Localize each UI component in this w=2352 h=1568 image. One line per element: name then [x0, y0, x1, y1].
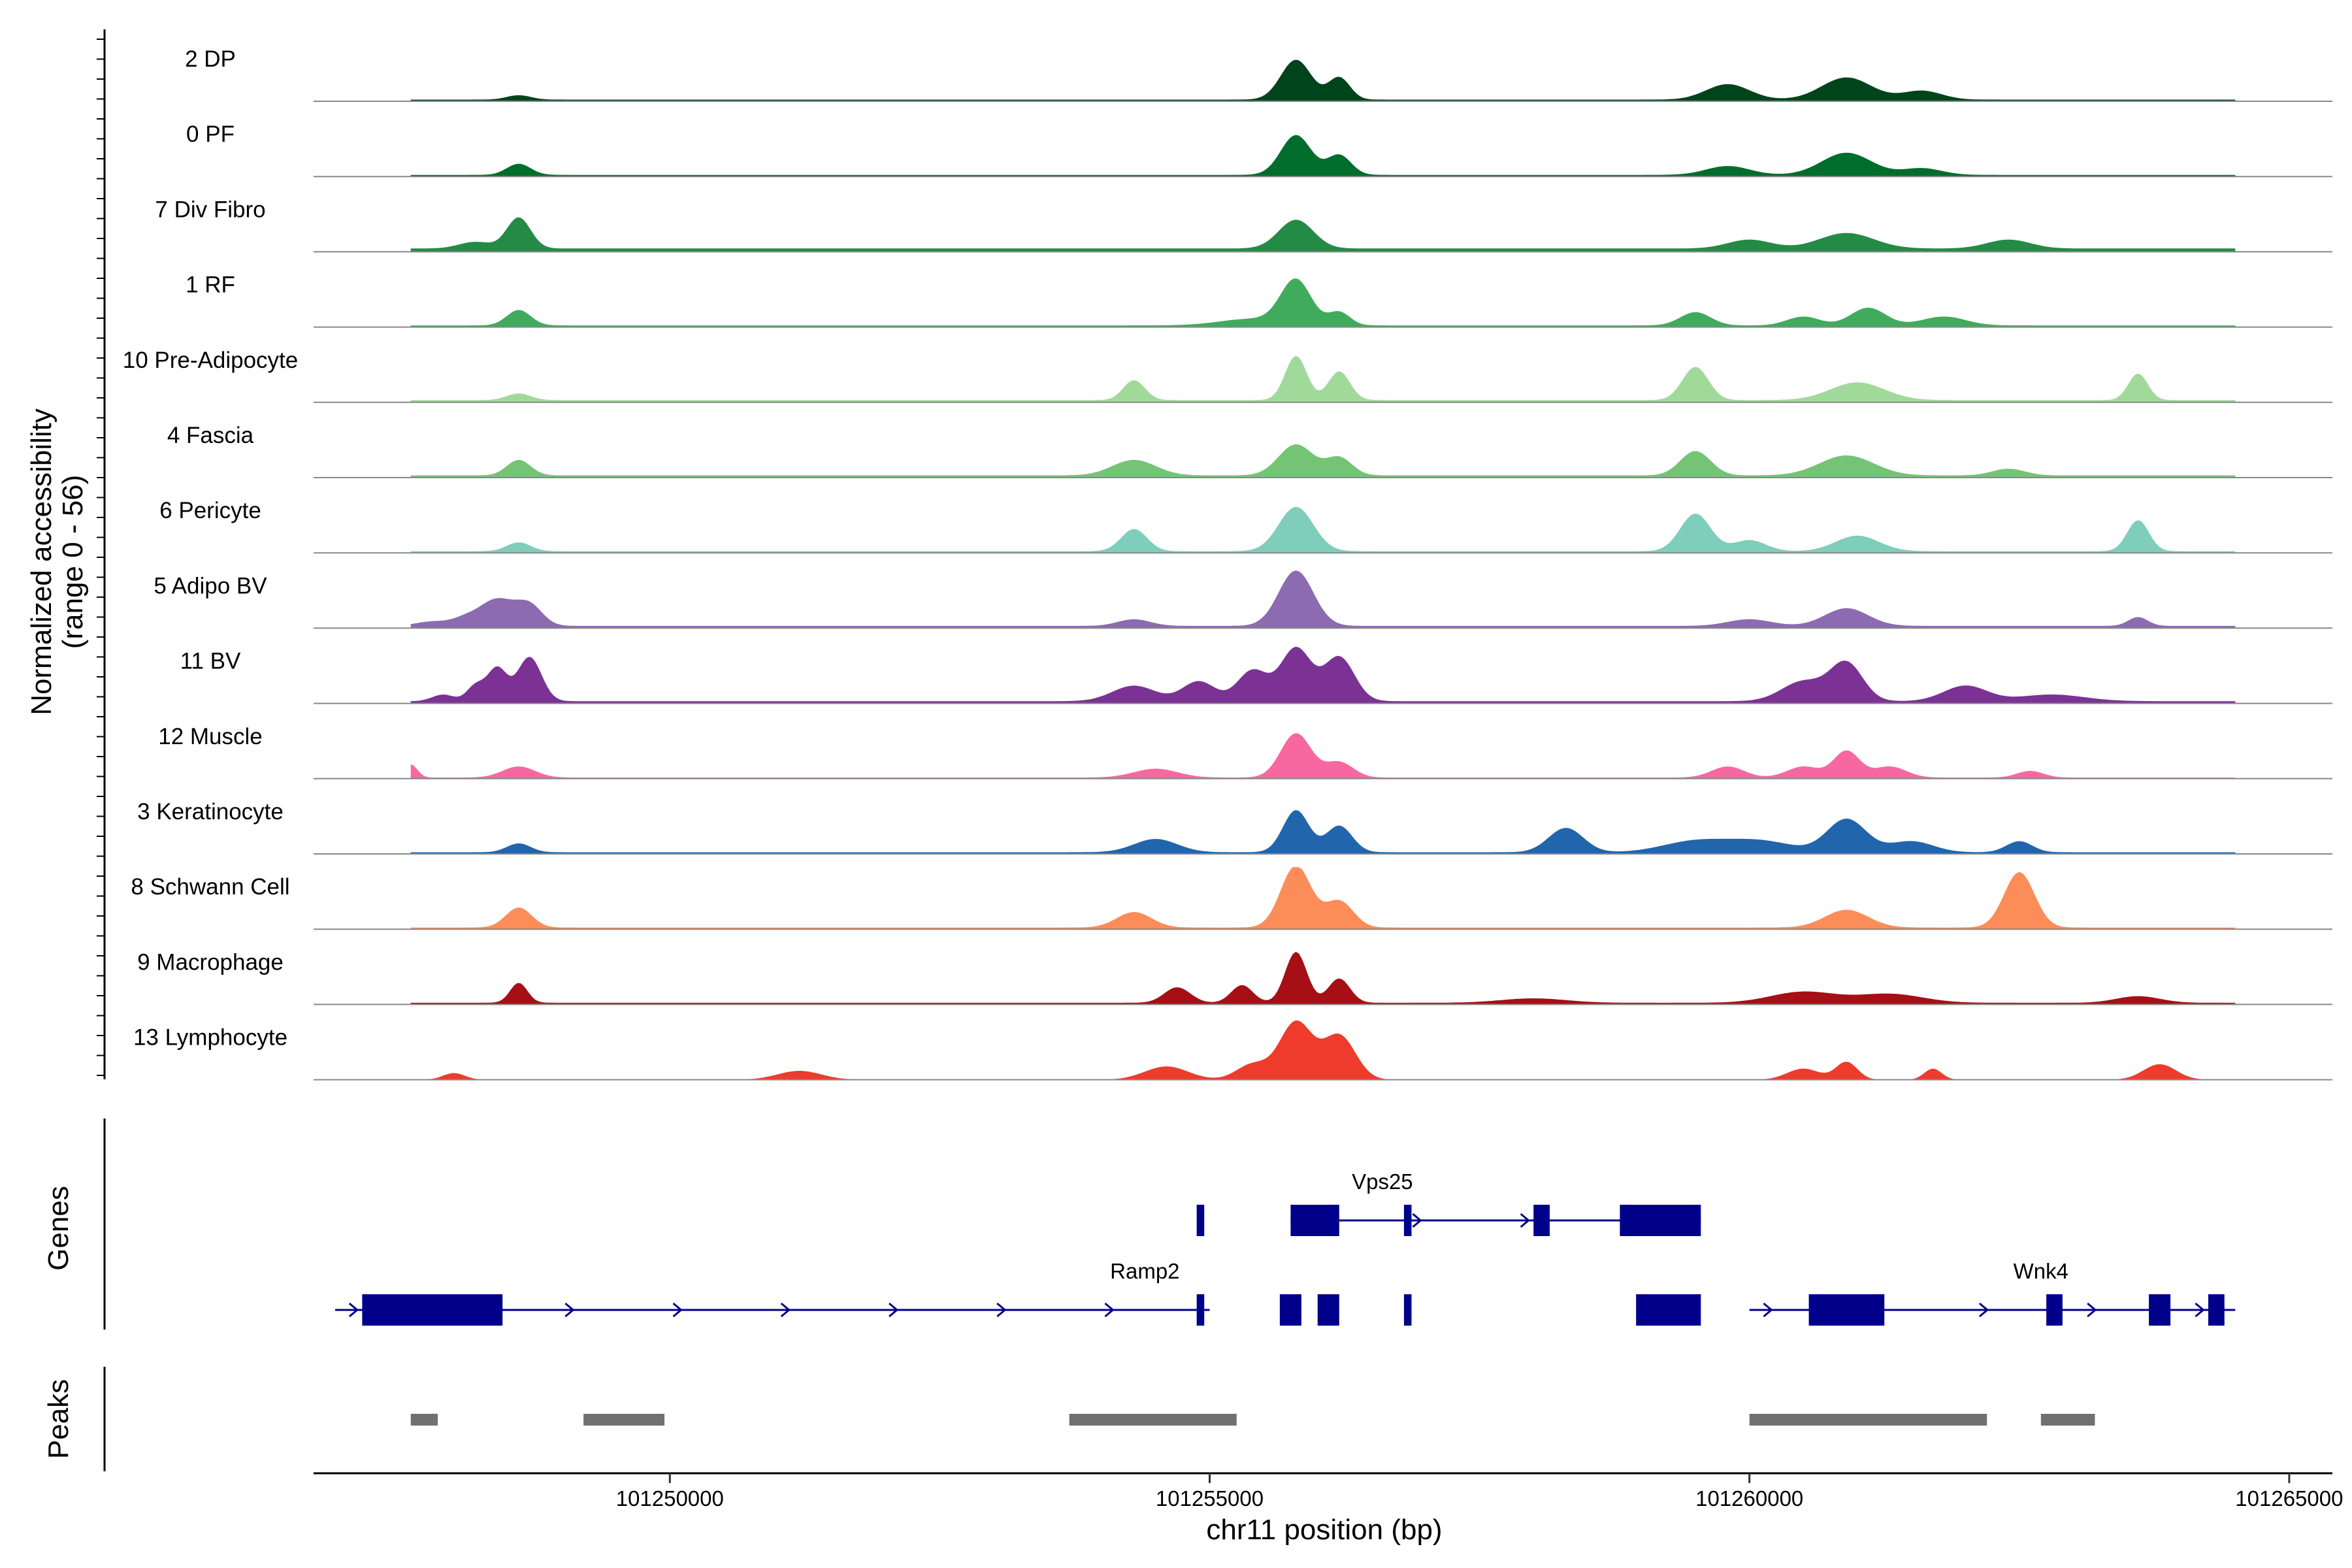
track-label: 3 Keratinocyte [137, 799, 284, 825]
gene-label: Wnk4 [2014, 1259, 2068, 1283]
track-7-div-fibro: 7 Div Fibro [155, 197, 2332, 253]
track-label: 0 PF [186, 122, 235, 147]
strand-arrow [889, 1302, 899, 1318]
exon [1403, 1205, 1412, 1236]
coverage-area [410, 809, 2236, 854]
x-tick-label: 101265000 [2235, 1486, 2343, 1511]
track-10-pre-adipocyte: 10 Pre-Adipocyte [123, 348, 2332, 403]
coverage-area [410, 59, 2236, 101]
coverage-area [410, 570, 2236, 629]
exon [1636, 1294, 1701, 1326]
track-11-bv: 11 BV [180, 646, 2332, 704]
x-axis-ticks: 101250000 101255000 101260000 101265000 [616, 1473, 2343, 1511]
exon [1533, 1205, 1550, 1236]
peaks-panel-title: Peaks [42, 1379, 74, 1459]
exon [2046, 1294, 2063, 1326]
track-label: 11 BV [180, 649, 241, 674]
genes-panel-title: Genes [42, 1186, 74, 1271]
coverage-area [410, 278, 2236, 327]
strand-arrow [672, 1302, 683, 1318]
coverage-area [410, 135, 2236, 177]
peak-region [2040, 1414, 2095, 1426]
x-axis-title: chr11 position (bp) [1206, 1514, 1442, 1546]
strand-arrow [780, 1302, 791, 1318]
y-axis-title-line-2: (range 0 - 56) [57, 475, 89, 649]
coverage-area [410, 217, 2236, 252]
track-label: 13 Lymphocyte [133, 1025, 287, 1051]
strand-arrow [564, 1302, 575, 1318]
coverage-tracks: 2 DP 0 PF 7 Div Fibro 1 RF 10 Pre-Adipocyte 4… [123, 46, 2332, 1081]
exon [1317, 1294, 1326, 1326]
track-label: 9 Macrophage [137, 949, 284, 975]
coverage-area [410, 733, 2236, 779]
coverage-area [410, 867, 2236, 930]
track-3-keratinocyte: 3 Keratinocyte [137, 799, 2332, 855]
peak-region [583, 1414, 665, 1426]
track-9-macrophage: 9 Macrophage [137, 949, 2332, 1005]
track-13-lymphocyte: 13 Lymphocyte [133, 1020, 2332, 1081]
gene-label: Ramp2 [1110, 1259, 1179, 1283]
exon [1290, 1205, 1339, 1236]
coverage-area [410, 1020, 2236, 1080]
peak-region [410, 1414, 438, 1426]
peak-region [1069, 1414, 1237, 1426]
peak-region [1749, 1414, 1987, 1426]
strand-arrow [2195, 1302, 2205, 1318]
coverage-area [410, 444, 2236, 478]
track-label: 2 DP [185, 46, 236, 72]
exon [362, 1294, 503, 1326]
track-label: 4 Fascia [167, 423, 254, 448]
track-label: 12 Muscle [158, 724, 263, 749]
y-axis-title: Normalized accessibility (range 0 - 56) [25, 408, 89, 715]
track-8-schwann-cell: 8 Schwann Cell [131, 867, 2332, 930]
coverage-area [410, 506, 2236, 553]
coverage-area [410, 646, 2236, 704]
gene-wnk4: Wnk4 [1749, 1259, 2236, 1326]
track-1-rf: 1 RF [186, 272, 2332, 328]
exon [2208, 1294, 2225, 1326]
exon [1196, 1205, 1205, 1236]
gene-annotation-track: Vps25 Ramp2 Wnk4 [335, 1169, 2236, 1326]
strand-arrow [2087, 1302, 2097, 1318]
track-5-adipo-bv: 5 Adipo BV [154, 570, 2332, 629]
exon [1279, 1294, 1301, 1326]
track-6-pericyte: 6 Pericyte [159, 498, 2332, 554]
strand-arrow [1763, 1302, 1773, 1318]
x-tick-label: 101255000 [1156, 1486, 1264, 1511]
track-12-muscle: 12 Muscle [158, 724, 2332, 779]
y-axis-title-line-1: Normalized accessibility [25, 408, 57, 715]
strand-arrow [1978, 1302, 1989, 1318]
track-2-dp: 2 DP [185, 46, 2332, 102]
track-label: 8 Schwann Cell [131, 874, 289, 900]
gene-label: Vps25 [1352, 1169, 1413, 1194]
track-label: 7 Div Fibro [155, 197, 265, 222]
track-label: 1 RF [186, 272, 235, 298]
exon [1620, 1205, 1701, 1236]
coverage-area [410, 355, 2236, 402]
strand-arrow [1520, 1213, 1530, 1228]
gene-vps25: Vps25 [1196, 1169, 1701, 1236]
x-tick-label: 101260000 [1695, 1486, 1803, 1511]
strand-arrow [1104, 1302, 1115, 1318]
track-label: 5 Adipo BV [154, 573, 267, 598]
strand-arrow [996, 1302, 1007, 1318]
strand-arrow [348, 1302, 359, 1318]
peak-regions-track [410, 1414, 2095, 1426]
track-0-pf: 0 PF [186, 122, 2332, 178]
track-4-fascia: 4 Fascia [167, 423, 2332, 478]
strand-arrow [1412, 1213, 1422, 1228]
x-tick-label: 101250000 [616, 1486, 724, 1511]
exon [2149, 1294, 2171, 1326]
track-label: 10 Pre-Adipocyte [123, 348, 298, 373]
exon [1403, 1294, 1412, 1326]
gene-ramp2: Ramp2 [335, 1259, 1701, 1326]
track-label: 6 Pericyte [159, 498, 261, 523]
exon [1196, 1294, 1205, 1326]
exon [1317, 1205, 1326, 1236]
coverage-area [410, 951, 2236, 1005]
coverage-y-axis-ticks [97, 39, 105, 1076]
exon [1808, 1294, 1885, 1326]
